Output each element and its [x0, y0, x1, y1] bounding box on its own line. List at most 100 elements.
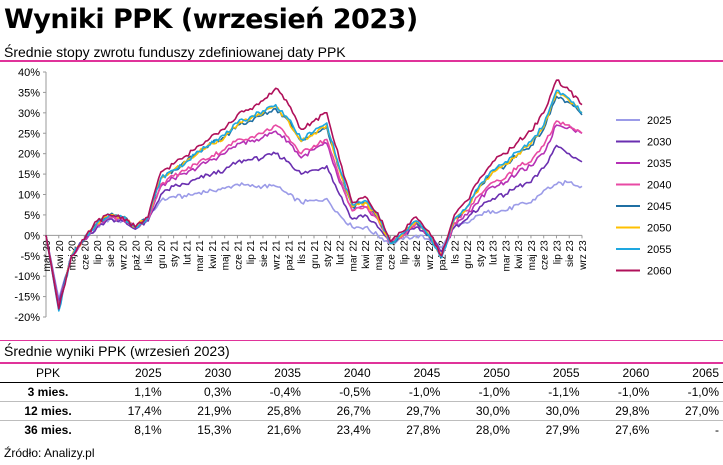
- legend-label: 2060: [647, 266, 671, 278]
- table-cell: 23,4%: [336, 423, 371, 437]
- y-tick-label: -20%: [14, 312, 40, 324]
- x-tick-label: mar 23: [501, 240, 512, 272]
- x-tick-label: mar 22: [348, 240, 359, 272]
- table-header-cell: 2065: [653, 364, 723, 383]
- table-cell: 21,6%: [266, 423, 301, 437]
- table-header-row: PPK 2025 2030 2035 2040 2045 2050 2055 2…: [0, 364, 723, 383]
- table-header-cell: 2060: [583, 364, 654, 383]
- source-note: Źródło: Analizy.pl: [4, 446, 95, 460]
- table-cell: 27,9%: [545, 423, 580, 437]
- x-tick-label: cze 20: [80, 240, 91, 270]
- table-cell: 29,8%: [583, 401, 654, 421]
- title-divider: [0, 60, 723, 62]
- x-tick-label: wrz 20: [119, 240, 130, 271]
- x-tick-label: mar 21: [195, 240, 206, 272]
- table-cell: 21,9%: [165, 401, 236, 421]
- table-cell: 0,3%: [165, 382, 236, 402]
- x-tick-label: lip 20: [93, 240, 104, 264]
- row-label: 36 mies.: [24, 423, 72, 437]
- y-tick-label: 30%: [18, 108, 40, 120]
- table-header-cell: 2025: [96, 364, 166, 383]
- y-tick-label: 20%: [18, 149, 40, 161]
- y-tick-label: 25%: [18, 128, 40, 140]
- y-tick-label: 5%: [24, 210, 40, 222]
- x-tick-label: sie 23: [565, 240, 576, 267]
- table-cell: 1,1%: [96, 382, 166, 402]
- x-tick-label: paź 20: [131, 240, 142, 270]
- x-tick-label: maj 21: [221, 240, 232, 270]
- series-line-2060: [45, 79, 583, 310]
- x-tick-label: wrz 23: [578, 240, 589, 271]
- x-tick-label: lut 21: [182, 240, 193, 265]
- x-tick-label: kwi 23: [514, 240, 525, 269]
- x-tick-label: wrz 22: [425, 240, 436, 271]
- table-cell: -0,4%: [235, 382, 305, 402]
- table-cell: 15,3%: [197, 423, 232, 437]
- x-tick-label: sie 20: [106, 240, 117, 267]
- table-cell: -0,5%: [304, 382, 375, 402]
- x-tick-label: sty 21: [170, 240, 181, 267]
- returns-line-chart: 40% 35% 30% 25% 20% 15% 10% 5% 0% -5% -10% -15% -20%…: [14, 67, 671, 324]
- legend-label: 2025: [647, 115, 671, 127]
- y-tick-label: 15%: [18, 169, 40, 181]
- page-title: Wyniki PPK (wrzesień 2023): [4, 4, 418, 35]
- x-tick-label: mar 20: [42, 240, 53, 272]
- x-tick-label: wrz 21: [272, 240, 283, 271]
- table-cell: 27,6%: [615, 423, 650, 437]
- legend-label: 2030: [647, 137, 671, 149]
- x-tick-label: lip 23: [552, 240, 563, 264]
- x-tick-label: lut 23: [489, 240, 500, 265]
- y-tick-label: 10%: [18, 190, 40, 202]
- x-tick-label: lip 22: [399, 240, 410, 264]
- table-header-cell: 2035: [235, 364, 305, 383]
- x-tick-label: maj 22: [374, 240, 385, 270]
- x-tick-label: cze 21: [233, 240, 244, 270]
- series-line-2045: [45, 95, 583, 310]
- table-row: 36 mies. 8,1% 15,3% 21,6% 23,4% 27,8% 28…: [0, 421, 723, 440]
- x-tick-label: cze 22: [387, 240, 398, 270]
- table-cell: 27,8%: [406, 423, 441, 437]
- table-title: Średnie wyniki PPK (wrzesień 2023): [4, 343, 230, 359]
- legend-label: 2050: [647, 223, 671, 235]
- row-label: 3 mies.: [0, 382, 96, 402]
- table-row: 12 mies. 17,4% 21,9% 25,8% 26,7% 29,7% 3…: [0, 401, 723, 421]
- table-header-cell: 2040: [304, 364, 375, 383]
- chart-subtitle: Średnie stopy zwrotu funduszy zdefiniowa…: [4, 44, 346, 60]
- x-tick-label: kwi 21: [208, 240, 219, 269]
- table-header-cell: 2055: [513, 364, 584, 383]
- x-tick-label: lis 22: [450, 240, 461, 264]
- x-tick-label: kwi 20: [55, 240, 66, 269]
- table-header-cell: 2045: [374, 364, 445, 383]
- y-tick-label: -5%: [20, 251, 40, 263]
- table-cell: 8,1%: [134, 423, 162, 437]
- row-label: 12 mies.: [0, 401, 96, 421]
- x-tick-label: sie 22: [412, 240, 423, 267]
- legend-label: 2045: [647, 201, 671, 213]
- x-tick-label: lip 21: [246, 240, 257, 264]
- y-tick-label: 40%: [18, 67, 40, 79]
- table-cell: 26,7%: [304, 401, 375, 421]
- x-tick-label: gru 21: [310, 240, 321, 269]
- table-cell: 25,8%: [235, 401, 305, 421]
- table-cell: 30,0%: [513, 401, 584, 421]
- table-header-cell: PPK: [0, 364, 96, 383]
- y-tick-label: 0%: [24, 230, 40, 242]
- x-tick-label: lis 20: [144, 240, 155, 264]
- table-cell: -1,0%: [444, 382, 514, 402]
- section-divider: [0, 340, 723, 341]
- x-tick-label: maj 23: [527, 240, 538, 270]
- series-line-2030: [45, 144, 583, 304]
- y-tick-label: -10%: [14, 271, 40, 283]
- table-cell: 28,0%: [475, 423, 510, 437]
- x-tick-label: kwi 22: [361, 240, 372, 269]
- table-cell: -1,0%: [653, 382, 723, 402]
- x-tick-label: sie 21: [259, 240, 270, 267]
- x-tick-label: gru 20: [157, 240, 168, 269]
- y-tick-label: -15%: [14, 292, 40, 304]
- table-row: 3 mies. 1,1% 0,3% -0,4% -0,5% -1,0% -1,0…: [0, 382, 723, 402]
- table-cell: -: [715, 423, 719, 437]
- x-tick-label: paź 21: [284, 240, 295, 270]
- table-cell: 30,0%: [444, 401, 514, 421]
- x-tick-label: lis 21: [297, 240, 308, 264]
- x-tick-label: lut 22: [336, 240, 347, 265]
